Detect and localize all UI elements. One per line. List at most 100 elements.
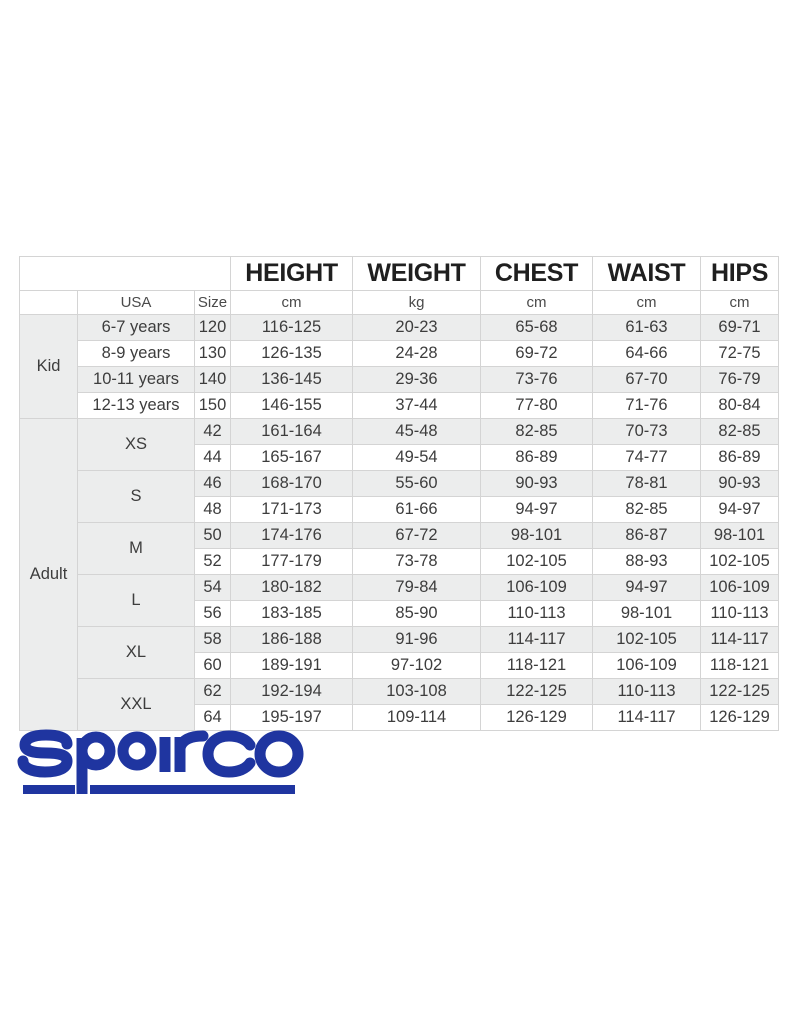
cell-weight: 37-44 <box>352 392 482 419</box>
table-row: 48 171-173 61-66 94-97 82-85 94-97 <box>20 496 780 523</box>
cell-chest: 73-76 <box>480 366 594 393</box>
cell-size: 150 <box>193 392 232 419</box>
cell-waist: 106-109 <box>592 652 702 679</box>
unit-weight: kg <box>352 290 482 315</box>
cell-hips: 82-85 <box>700 418 780 445</box>
cell-waist: 74-77 <box>592 444 702 471</box>
cell-hips: 126-129 <box>700 704 780 731</box>
table-row: 44 165-167 49-54 86-89 74-77 86-89 <box>20 444 780 471</box>
table-row: XXL 62 192-194 103-108 122-125 110-113 122-125 <box>20 678 780 731</box>
group-cell-adult: Adult <box>19 418 78 731</box>
cell-height: 171-173 <box>230 496 354 523</box>
cell-size-label: XL <box>77 626 195 679</box>
unit-height: cm <box>230 290 354 315</box>
cell-waist: 67-70 <box>592 366 702 393</box>
header-chest: CHEST <box>480 256 594 291</box>
cell-waist: 102-105 <box>592 626 702 653</box>
cell-size: 56 <box>193 600 232 627</box>
cell-hips: 72-75 <box>700 340 780 367</box>
header-size: Size <box>193 290 232 315</box>
cell-weight: 91-96 <box>352 626 482 653</box>
cell-height: 195-197 <box>230 704 354 731</box>
cell-weight: 97-102 <box>352 652 482 679</box>
cell-weight: 55-60 <box>352 470 482 497</box>
table-row: 52 177-179 73-78 102-105 88-93 102-105 <box>20 548 780 575</box>
cell-hips: 106-109 <box>700 574 780 601</box>
cell-height: 161-164 <box>230 418 354 445</box>
cell-height: 126-135 <box>230 340 354 367</box>
cell-size-label: M <box>77 522 195 575</box>
cell-waist: 114-117 <box>592 704 702 731</box>
cell-usa: 8-9 years <box>77 340 195 367</box>
cell-height: 146-155 <box>230 392 354 419</box>
cell-size-label: L <box>77 574 195 627</box>
group-cell-kid: Kid <box>19 314 78 419</box>
cell-height: 180-182 <box>230 574 354 601</box>
cell-chest: 118-121 <box>480 652 594 679</box>
cell-weight: 79-84 <box>352 574 482 601</box>
cell-usa: 6-7 years <box>77 314 195 341</box>
cell-chest: 94-97 <box>480 496 594 523</box>
table-row: XL 58 186-188 91-96 114-117 102-105 114-117 <box>20 626 780 679</box>
cell-chest: 106-109 <box>480 574 594 601</box>
cell-chest: 65-68 <box>480 314 594 341</box>
cell-height: 192-194 <box>230 678 354 705</box>
cell-waist: 88-93 <box>592 548 702 575</box>
cell-hips: 122-125 <box>700 678 780 705</box>
cell-chest: 98-101 <box>480 522 594 549</box>
cell-height: 189-191 <box>230 652 354 679</box>
table-row: 8-9 years 130 126-135 24-28 69-72 64-66 72-75 <box>20 340 780 367</box>
cell-waist: 61-63 <box>592 314 702 341</box>
cell-chest: 69-72 <box>480 340 594 367</box>
cell-size: 42 <box>193 418 232 445</box>
cell-waist: 82-85 <box>592 496 702 523</box>
cell-weight: 24-28 <box>352 340 482 367</box>
cell-waist: 64-66 <box>592 340 702 367</box>
cell-size: 52 <box>193 548 232 575</box>
table-row: M 50 174-176 67-72 98-101 86-87 98-101 <box>20 522 780 575</box>
cell-waist: 86-87 <box>592 522 702 549</box>
cell-chest: 82-85 <box>480 418 594 445</box>
header-hips: HIPS <box>700 256 780 291</box>
header-waist: WAIST <box>592 256 702 291</box>
cell-usa: 12-13 years <box>77 392 195 419</box>
cell-size: 48 <box>193 496 232 523</box>
cell-height: 183-185 <box>230 600 354 627</box>
header-group-blank <box>19 290 78 315</box>
cell-hips: 76-79 <box>700 366 780 393</box>
cell-chest: 126-129 <box>480 704 594 731</box>
table-row: S 46 168-170 55-60 90-93 78-81 90-93 <box>20 470 780 523</box>
cell-chest: 114-117 <box>480 626 594 653</box>
cell-weight: 29-36 <box>352 366 482 393</box>
sparco-logo <box>14 728 304 800</box>
cell-weight: 61-66 <box>352 496 482 523</box>
cell-height: 174-176 <box>230 522 354 549</box>
cell-hips: 98-101 <box>700 522 780 549</box>
unit-hips: cm <box>700 290 780 315</box>
cell-height: 168-170 <box>230 470 354 497</box>
header-row-measurements: HEIGHT WEIGHT CHEST WAIST HIPS <box>18 256 780 291</box>
cell-size: 62 <box>193 678 232 705</box>
cell-size: 130 <box>193 340 232 367</box>
cell-hips: 114-117 <box>700 626 780 653</box>
logo-underline-left <box>23 785 75 794</box>
cell-size: 58 <box>193 626 232 653</box>
cell-height: 136-145 <box>230 366 354 393</box>
cell-hips: 110-113 <box>700 600 780 627</box>
cell-height: 165-167 <box>230 444 354 471</box>
cell-usa: 10-11 years <box>77 366 195 393</box>
cell-weight: 109-114 <box>352 704 482 731</box>
logo-underline-right <box>90 785 295 794</box>
header-usa: USA <box>77 290 195 315</box>
cell-hips: 90-93 <box>700 470 780 497</box>
table-row: Kid 6-7 years 120 116-125 20-23 65-68 61-63 69-… <box>19 314 780 419</box>
cell-size: 50 <box>193 522 232 549</box>
cell-waist: 98-101 <box>592 600 702 627</box>
cell-size: 46 <box>193 470 232 497</box>
cell-height: 186-188 <box>230 626 354 653</box>
cell-size-label: S <box>77 470 195 523</box>
cell-weight: 103-108 <box>352 678 482 705</box>
size-chart-table: HEIGHT WEIGHT CHEST WAIST HIPS USA Size … <box>18 256 780 731</box>
cell-size: 54 <box>193 574 232 601</box>
header-height: HEIGHT <box>230 256 354 291</box>
